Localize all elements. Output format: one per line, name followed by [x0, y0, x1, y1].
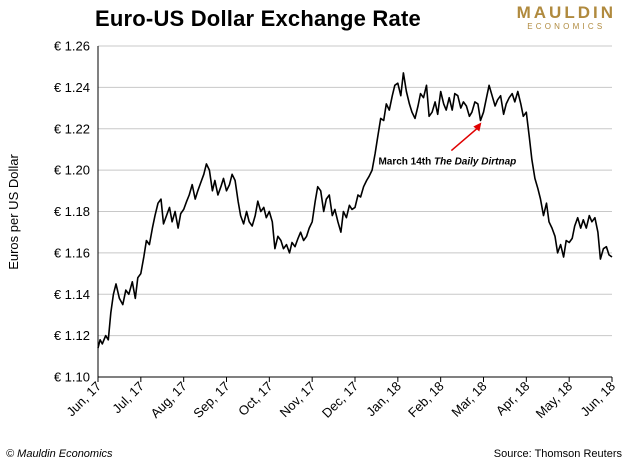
mauldin-logo: MAULDIN ECONOMICS: [516, 3, 616, 32]
annotation-arrow-line: [450, 125, 480, 152]
y-tick-label: € 1.10: [54, 370, 90, 385]
y-tick-label: € 1.12: [54, 328, 90, 343]
logo-line-1: MAULDIN: [516, 3, 616, 22]
y-tick-label: € 1.18: [54, 204, 90, 219]
x-tick-label: Apr, 18: [493, 379, 533, 419]
x-tick-label: Jun, 17: [63, 379, 104, 420]
y-tick-label: € 1.14: [54, 287, 90, 302]
annotation-publication: The Daily Dirtnap: [434, 157, 516, 168]
series-line: [97, 72, 613, 349]
y-axis-ticks: € 1.10 € 1.12 € 1.14 € 1.16 € 1.18 € 1.20 € 1.…: [54, 39, 90, 385]
x-tick-label: Dec, 17: [319, 379, 361, 421]
x-tick-label: Jun, 18: [577, 379, 618, 420]
y-axis-label: Euros per US Dollar: [6, 154, 21, 270]
x-tick-label: Sep, 17: [190, 379, 232, 421]
copyright-note: © Mauldin Economics: [6, 448, 113, 460]
source-note: Source: Thomson Reuters: [493, 448, 622, 460]
annotation: March 14th The Daily Dirtnap: [378, 122, 516, 168]
x-tick-label: Feb, 18: [405, 379, 447, 421]
annotation-date: March 14th: [378, 157, 434, 168]
series-line-path: [97, 72, 613, 349]
logo-line-2: ECONOMICS: [527, 22, 606, 31]
x-axis-ticks: Jun, 17 Jul, 17 Aug, 17 Sep, 17 Oct, 17 Nov, …: [63, 377, 618, 421]
annotation-arrow-head: [473, 122, 482, 132]
x-tick-label: Nov, 17: [277, 379, 319, 421]
x-tick-label: Oct, 17: [235, 379, 275, 419]
y-tick-label: € 1.16: [54, 245, 90, 260]
y-tick-label: € 1.24: [54, 80, 90, 95]
x-tick-label: Mar, 18: [448, 379, 489, 420]
annotation-label: March 14th The Daily Dirtnap: [378, 157, 516, 168]
y-tick-label: € 1.26: [54, 39, 90, 54]
x-tick-label: Jul, 17: [109, 379, 147, 417]
chart-title: Euro-US Dollar Exchange Rate: [95, 6, 421, 31]
x-tick-label: Aug, 17: [147, 379, 189, 421]
y-tick-label: € 1.20: [54, 163, 90, 178]
y-tick-label: € 1.22: [54, 121, 90, 136]
x-tick-label: Jan, 18: [363, 379, 404, 420]
x-tick-label: May, 18: [533, 379, 576, 422]
